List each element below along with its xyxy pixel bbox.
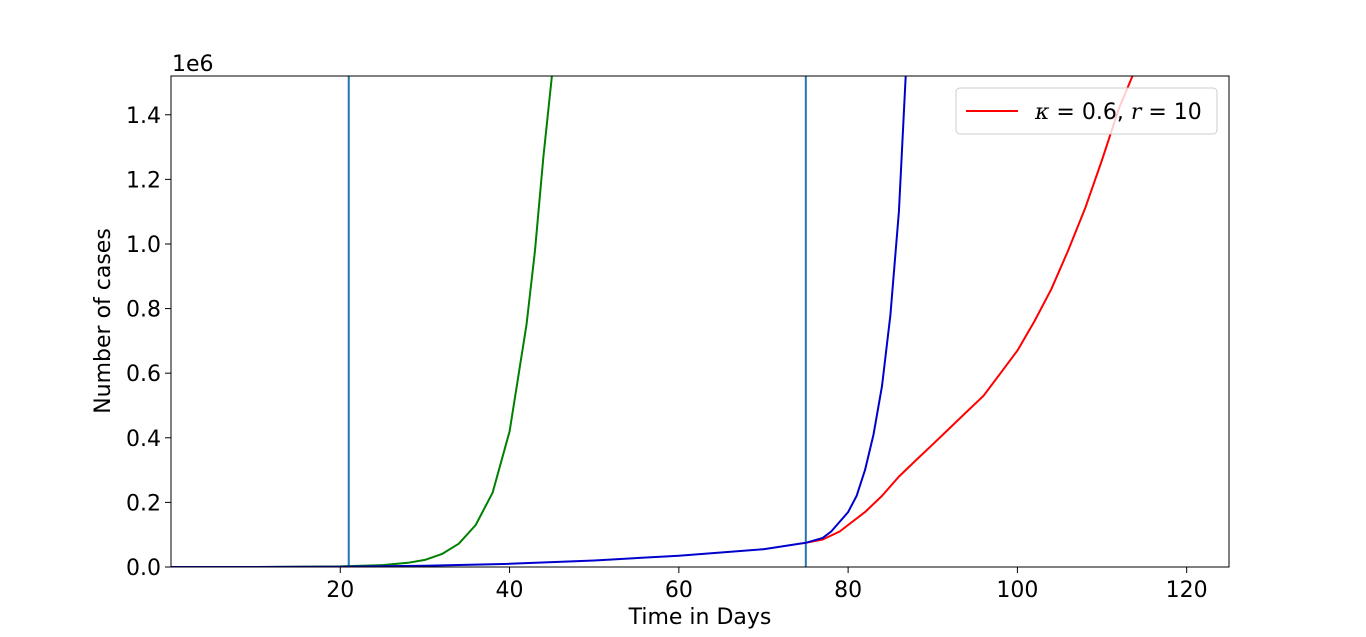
series-line-0 <box>805 76 1134 544</box>
y-offset-text: 1e6 <box>172 52 214 77</box>
plot-clip-group <box>171 76 1134 567</box>
y-tick-label-6: 1.2 <box>126 168 161 193</box>
series-line-1 <box>171 76 553 567</box>
series-line-2 <box>171 76 907 567</box>
legend: κ = 0.6, r = 10 <box>955 87 1218 135</box>
legend-eq1: = 0.6, <box>1049 100 1130 125</box>
x-tick-label-3: 80 <box>834 578 862 603</box>
axes-frame <box>170 75 1230 568</box>
y-tick-label-2: 0.4 <box>126 427 161 452</box>
legend-label: κ = 0.6, r = 10 <box>1034 100 1202 125</box>
x-tick-label-0: 20 <box>326 578 354 603</box>
y-tick-label-1: 0.2 <box>126 491 161 516</box>
legend-kappa: κ <box>1034 100 1050 125</box>
x-axis-label: Time in Days <box>628 605 772 630</box>
y-axis-label: Number of cases <box>91 228 116 414</box>
y-tick-label-5: 1.0 <box>126 233 161 258</box>
y-tick-label-0: 0.0 <box>126 556 161 581</box>
x-tick-label-4: 100 <box>996 578 1038 603</box>
legend-box <box>955 87 1218 135</box>
legend-r: r <box>1131 100 1143 125</box>
y-tick-label-7: 1.4 <box>126 104 161 129</box>
y-tick-label-4: 0.8 <box>126 298 161 323</box>
axes: 20 40 60 80 100 120 0.0 0.2 0.4 0.6 0.8 1.0 1.2 1.4 <box>126 75 1230 603</box>
x-tick-label-5: 120 <box>1166 578 1208 603</box>
x-tick-label-1: 40 <box>496 578 524 603</box>
y-tick-label-3: 0.6 <box>126 362 161 387</box>
plot-area <box>171 76 1134 567</box>
x-tick-label-2: 60 <box>665 578 693 603</box>
legend-eq2: = 10 <box>1141 100 1201 125</box>
